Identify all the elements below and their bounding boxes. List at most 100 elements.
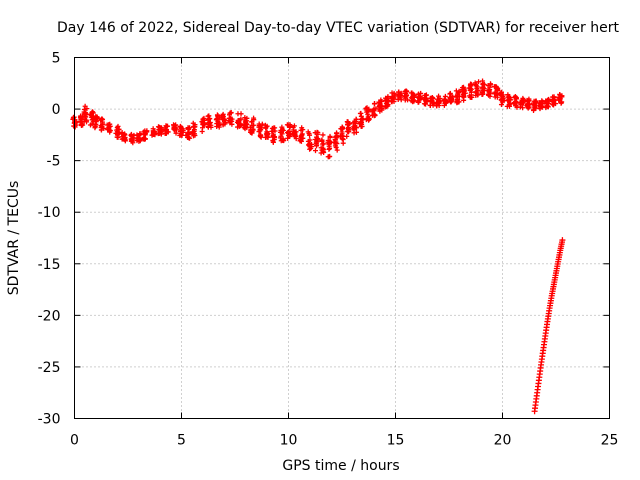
data-point-marker [144, 128, 150, 134]
data-point-marker [312, 137, 318, 143]
data-point-marker [320, 132, 326, 138]
data-point-marker [333, 137, 339, 143]
data-point-marker [205, 124, 211, 130]
data-point-marker [325, 154, 331, 160]
data-point-marker [544, 100, 550, 106]
data-point-marker [467, 88, 473, 94]
data-point-marker [442, 97, 448, 103]
data-point-marker [468, 94, 474, 100]
data-point-marker [487, 86, 493, 92]
data-point-marker [359, 123, 365, 129]
data-point-marker [286, 129, 291, 135]
x-tick-label: 10 [280, 433, 298, 449]
data-point-marker [485, 83, 491, 89]
data-point-marker [389, 98, 395, 104]
data-point-marker [157, 128, 163, 134]
data-point-marker [559, 237, 566, 244]
data-point-marker [559, 93, 565, 99]
data-point-marker [84, 106, 90, 112]
data-point-marker [104, 122, 110, 128]
data-point-marker [473, 81, 479, 87]
data-point-marker [319, 138, 325, 144]
data-point-marker [264, 134, 270, 140]
data-point-marker [520, 105, 526, 111]
data-point-marker [505, 92, 511, 98]
data-point-marker [264, 130, 270, 136]
data-point-marker [164, 127, 170, 133]
data-point-marker [177, 123, 183, 129]
data-point-marker [270, 139, 276, 145]
y-tick-labels: 5 0 -5 -10 -15 -20 -25 -30 [38, 51, 61, 428]
chart-title: Day 146 of 2022, Sidereal Day-to-day VTE… [57, 20, 619, 36]
data-point-marker [512, 99, 518, 105]
data-point-marker [200, 122, 206, 128]
y-tick-label: 5 [52, 51, 61, 67]
data-point-marker [320, 145, 326, 151]
data-point-marker [285, 130, 291, 136]
data-point-marker [315, 131, 321, 137]
data-point-marker [271, 132, 277, 138]
grid [74, 57, 610, 419]
data-point-marker [121, 133, 127, 139]
data-marks [70, 78, 566, 415]
data-point-marker [221, 116, 227, 122]
data-point-marker [214, 112, 220, 118]
data-point-marker [379, 107, 385, 113]
data-point-marker [453, 88, 459, 94]
x-tick-label: 0 [70, 433, 79, 449]
data-point-marker [279, 131, 285, 137]
data-point-marker [298, 138, 304, 144]
data-point-marker [172, 126, 178, 132]
data-point-marker [87, 122, 93, 128]
data-point-marker [191, 127, 197, 133]
axis-ticks [74, 57, 610, 419]
x-tick-label: 20 [494, 433, 512, 449]
data-point-marker [208, 124, 214, 130]
data-point-marker [114, 129, 120, 135]
y-axis-title: SDTVAR / TECUs [6, 181, 22, 296]
data-point-marker [415, 99, 421, 105]
data-point-marker [298, 133, 304, 139]
data-point-marker [87, 111, 93, 117]
data-point-marker [448, 96, 454, 102]
data-point-marker [480, 84, 486, 90]
data-point-marker [284, 122, 290, 128]
x-tick-labels: 0 5 10 15 20 25 [70, 433, 618, 449]
series-steep-segment [531, 237, 566, 415]
data-point-marker [345, 127, 351, 133]
data-point-marker [249, 130, 255, 136]
data-point-marker [524, 98, 530, 104]
data-point-marker [435, 98, 441, 104]
data-point-marker [228, 115, 234, 121]
data-point-marker [291, 127, 297, 133]
data-point-marker [94, 115, 100, 121]
data-point-marker [307, 144, 313, 150]
data-point-marker [550, 102, 556, 108]
data-point-marker [363, 105, 369, 111]
data-point-marker [243, 119, 249, 125]
data-point-marker [332, 143, 338, 149]
data-point-marker [119, 130, 125, 136]
data-point-marker [397, 92, 403, 98]
data-point-marker [525, 105, 531, 111]
data-point-marker [156, 124, 162, 130]
data-point-marker [128, 132, 134, 138]
data-point-marker [106, 125, 112, 131]
data-point-marker [299, 125, 305, 131]
data-point-marker [162, 130, 168, 136]
data-point-marker [99, 122, 105, 128]
data-point-marker [179, 128, 184, 134]
data-point-marker [249, 123, 255, 129]
data-point-marker [339, 126, 345, 132]
y-tick-label: -5 [47, 154, 61, 170]
data-point-marker [270, 128, 276, 134]
data-point-marker [422, 97, 428, 103]
data-point-marker [173, 130, 179, 136]
data-point-marker [215, 118, 221, 124]
data-point-marker [525, 101, 531, 107]
data-point-marker [315, 136, 321, 142]
data-point-marker [136, 135, 142, 141]
data-point-marker [259, 121, 265, 127]
data-point-marker [455, 94, 461, 100]
data-point-marker [320, 141, 326, 147]
